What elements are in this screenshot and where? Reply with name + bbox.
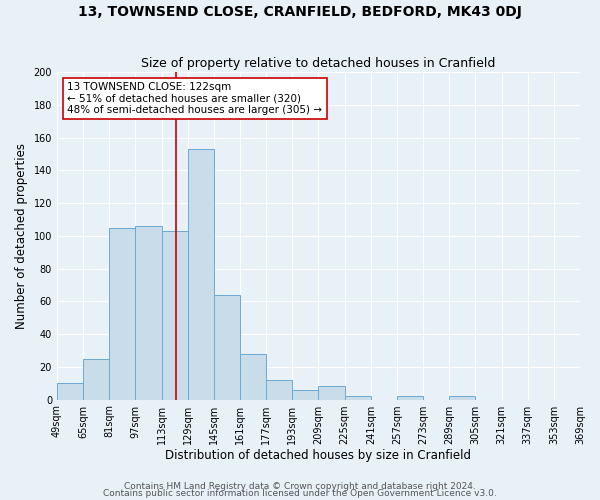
Bar <box>292 390 319 400</box>
Text: Contains HM Land Registry data © Crown copyright and database right 2024.: Contains HM Land Registry data © Crown c… <box>124 482 476 491</box>
Text: Contains public sector information licensed under the Open Government Licence v3: Contains public sector information licen… <box>103 489 497 498</box>
Title: Size of property relative to detached houses in Cranfield: Size of property relative to detached ho… <box>141 56 496 70</box>
Bar <box>240 354 266 400</box>
Bar <box>397 396 423 400</box>
Bar <box>449 396 475 400</box>
Text: 13, TOWNSEND CLOSE, CRANFIELD, BEDFORD, MK43 0DJ: 13, TOWNSEND CLOSE, CRANFIELD, BEDFORD, … <box>78 5 522 19</box>
Y-axis label: Number of detached properties: Number of detached properties <box>15 143 28 329</box>
Bar <box>188 149 214 400</box>
Bar <box>319 386 344 400</box>
Bar <box>109 228 136 400</box>
Bar <box>161 231 188 400</box>
Bar <box>136 226 161 400</box>
Bar <box>83 358 109 400</box>
Text: 13 TOWNSEND CLOSE: 122sqm
← 51% of detached houses are smaller (320)
48% of semi: 13 TOWNSEND CLOSE: 122sqm ← 51% of detac… <box>67 82 322 115</box>
X-axis label: Distribution of detached houses by size in Cranfield: Distribution of detached houses by size … <box>166 450 472 462</box>
Bar <box>266 380 292 400</box>
Bar <box>214 295 240 400</box>
Bar <box>57 383 83 400</box>
Bar <box>344 396 371 400</box>
